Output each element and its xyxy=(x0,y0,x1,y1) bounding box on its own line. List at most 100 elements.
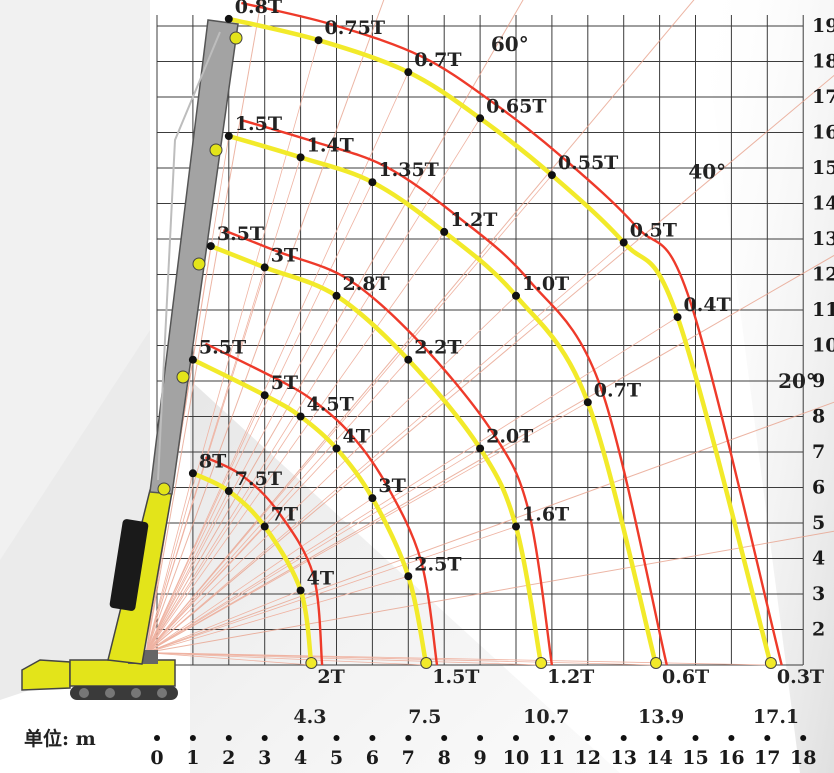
x-tick-label: 11 xyxy=(539,747,565,769)
load-ray xyxy=(145,182,373,653)
load-point xyxy=(224,14,233,23)
load-ray xyxy=(145,135,230,653)
x-tick-label: 18 xyxy=(790,747,816,769)
boom-length-label: 10.7 xyxy=(523,706,569,728)
angle-ray xyxy=(146,401,834,654)
load-ray xyxy=(145,157,301,653)
x-tick-dot xyxy=(297,735,304,741)
crane-illustration xyxy=(21,19,243,700)
load-ray xyxy=(146,575,409,653)
load-ray xyxy=(145,416,301,653)
angle-ray xyxy=(146,530,834,654)
load-label: 4.5T xyxy=(307,394,354,416)
angle-ray xyxy=(145,0,385,653)
load-point xyxy=(296,586,305,595)
hook-point xyxy=(420,657,433,669)
load-point xyxy=(404,572,413,581)
boom-length-label: 13.9 xyxy=(638,706,684,728)
angle-ray xyxy=(145,254,834,654)
boom-angle-label: 20° xyxy=(778,369,816,393)
x-tick-dot xyxy=(764,735,771,741)
boom-angle-label: 40° xyxy=(688,160,726,184)
boom-length-label: 7.5 xyxy=(408,706,441,728)
grid xyxy=(156,15,804,666)
load-point xyxy=(476,444,485,453)
load-label: 8T xyxy=(199,450,226,472)
load-label: 3.5T xyxy=(217,223,264,245)
load-label: 2.5T xyxy=(414,553,461,575)
load-ray xyxy=(146,652,427,666)
load-label: 2.2T xyxy=(414,337,461,359)
load-ray xyxy=(146,401,588,653)
load-ray xyxy=(145,295,517,653)
x-tick-label: 7 xyxy=(402,747,415,769)
hook-blocks xyxy=(157,31,243,496)
boom-angle-label: 60° xyxy=(491,32,529,56)
boom-length-label: 4.3 xyxy=(293,706,326,728)
x-tick-label: 5 xyxy=(330,747,343,769)
load-point xyxy=(547,171,556,180)
capacity-curve-outer xyxy=(241,118,668,666)
y-tick-label: 8 xyxy=(812,406,825,428)
load-label: 1.2T xyxy=(547,666,594,688)
capacity-curve-outer xyxy=(204,342,439,666)
load-label: 0.7T xyxy=(414,49,461,71)
x-tick-dot xyxy=(477,735,484,741)
load-label: 0.55T xyxy=(558,152,618,174)
load-point xyxy=(224,132,233,141)
hook-point xyxy=(305,657,318,669)
load-label: 0.65T xyxy=(486,95,546,117)
load-label: 4T xyxy=(307,567,334,589)
x-tick-label: 13 xyxy=(610,747,636,769)
y-tick-label: 16 xyxy=(812,122,834,144)
x-tick-dot xyxy=(154,735,160,741)
x-tick-dot xyxy=(548,735,555,741)
y-tick-label: 7 xyxy=(812,441,825,463)
load-label: 4T xyxy=(343,425,370,447)
x-tick-label: 6 xyxy=(366,747,379,769)
load-point xyxy=(260,263,269,272)
load-ray xyxy=(145,490,230,653)
x-tick-label: 0 xyxy=(150,747,163,769)
load-ray xyxy=(145,71,409,653)
x-tick-label: 8 xyxy=(438,747,451,769)
x-tick-dot xyxy=(225,735,232,741)
load-label: 0.5T xyxy=(630,220,677,242)
load-label: 7T xyxy=(271,504,298,526)
load-point xyxy=(440,227,449,236)
hook-point xyxy=(535,657,548,669)
angle-ray xyxy=(145,0,262,653)
y-tick-label: 14 xyxy=(812,193,834,215)
load-point xyxy=(583,398,592,407)
x-tick-label: 1 xyxy=(186,747,199,769)
x-tick-label: 10 xyxy=(503,747,529,769)
x-tick-dot xyxy=(189,735,196,741)
y-tick-label: 12 xyxy=(812,264,834,286)
x-tick-label: 17 xyxy=(754,747,780,769)
y-tick-label: 18 xyxy=(812,51,834,73)
load-point xyxy=(188,355,197,364)
x-tick-dot xyxy=(656,735,663,741)
load-ray xyxy=(146,316,678,653)
x-tick-dot xyxy=(584,735,591,741)
load-ray xyxy=(146,590,301,653)
load-label: 1.0T xyxy=(522,273,569,295)
y-tick-label: 4 xyxy=(812,548,825,570)
load-ray xyxy=(146,526,517,653)
load-label: 0.8T xyxy=(235,0,282,18)
load-point xyxy=(296,412,305,421)
x-tick-dot xyxy=(405,735,412,741)
load-labels: 8T 7.5T 7T 4T 2T 5.5T 5T 4.5T 4T 3T 2.5T 1.5T 3.5T 3T… xyxy=(182,0,824,728)
load-label: 2.8T xyxy=(343,273,390,295)
x-tick-label: 3 xyxy=(258,747,271,769)
y-tick-label: 13 xyxy=(812,228,834,250)
load-label: 3T xyxy=(271,244,298,266)
load-label: 5.5T xyxy=(199,337,246,359)
capacity-curve-outer xyxy=(204,456,324,666)
load-point xyxy=(260,391,269,400)
angle-ray xyxy=(145,0,524,653)
load-ray xyxy=(146,497,373,653)
load-label: 1.5T xyxy=(432,666,479,688)
load-label: 1.4T xyxy=(307,134,354,156)
crane-model-badge xyxy=(109,519,149,611)
